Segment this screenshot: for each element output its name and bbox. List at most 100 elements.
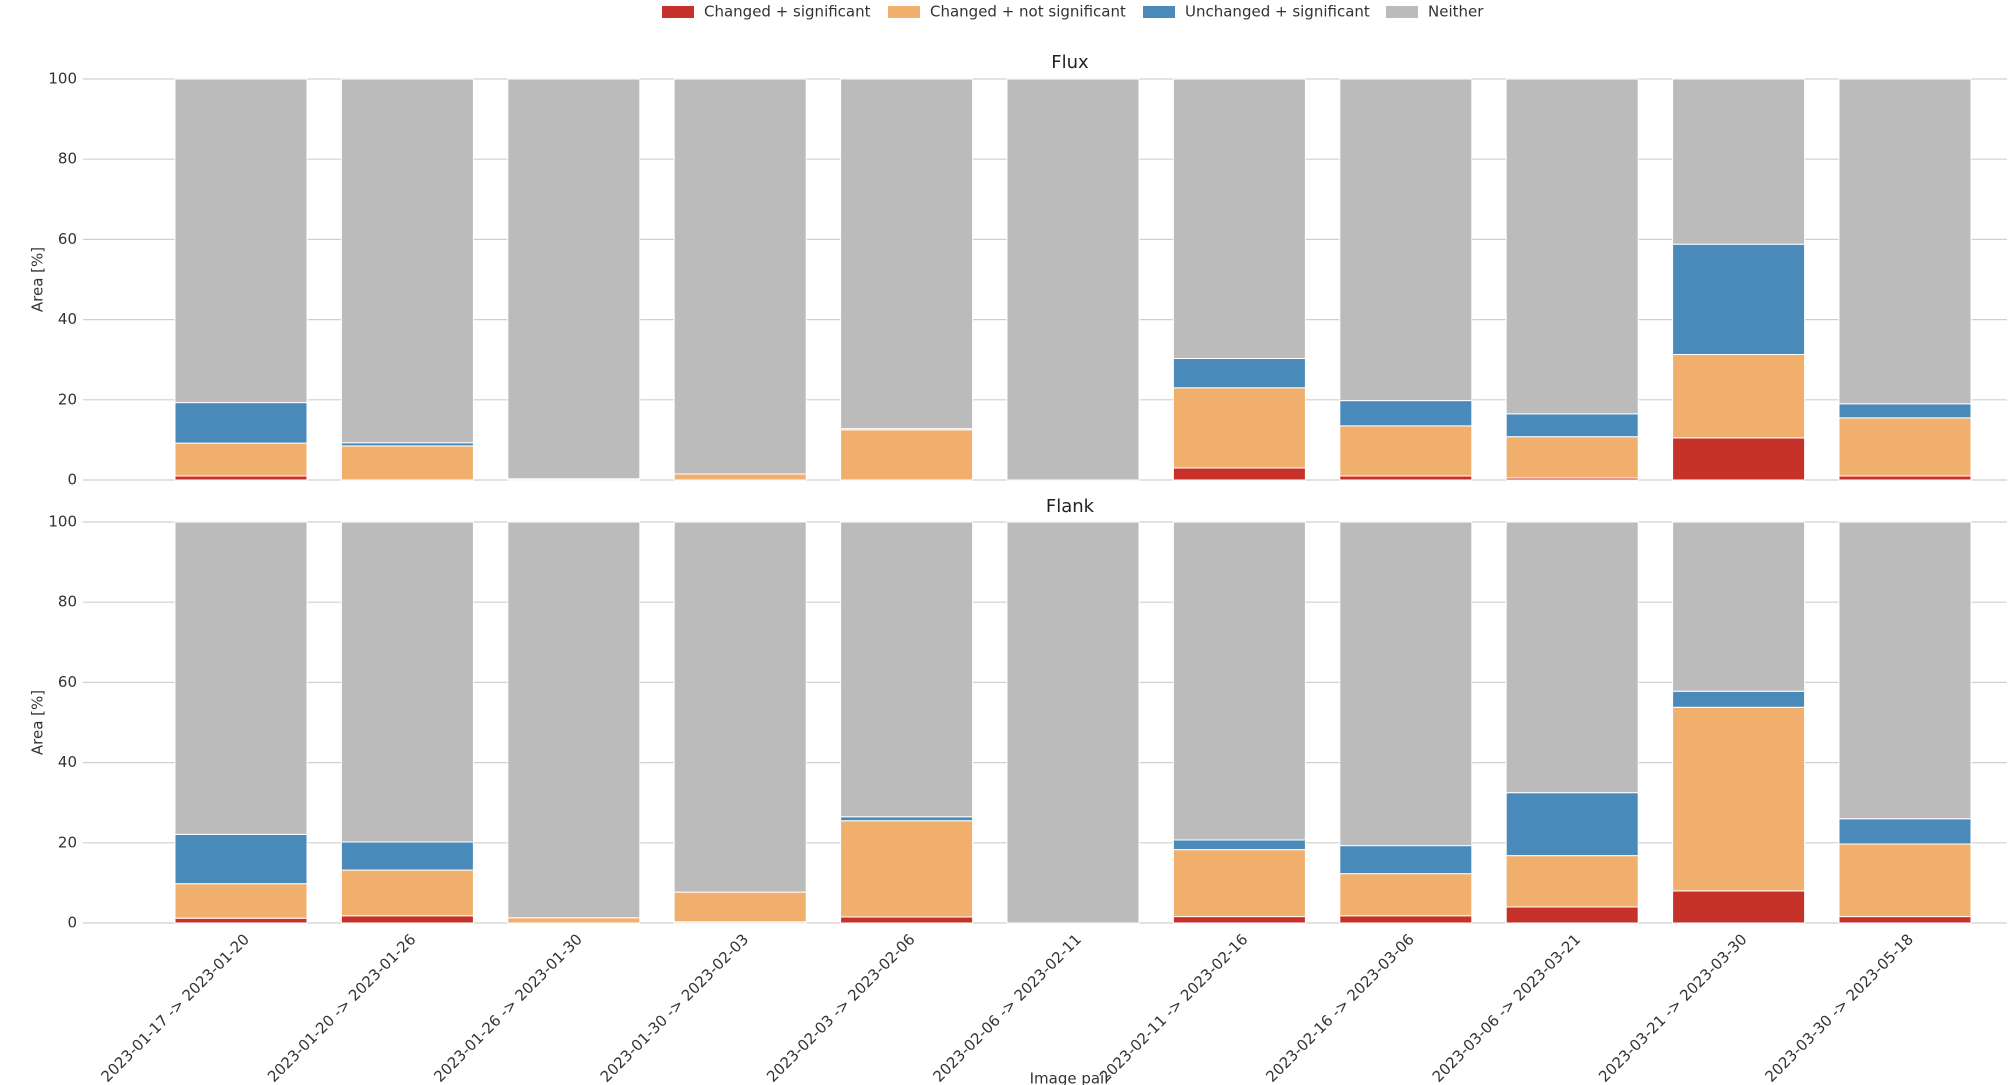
bar-segment [174, 917, 308, 924]
bar-segment [1672, 706, 1806, 892]
bar-segment [1172, 521, 1306, 841]
chart-title: Flux [1051, 52, 1089, 73]
bar-segment [673, 78, 807, 475]
legend-label: Unchanged + significant [1185, 3, 1370, 21]
x-tick-label: 2023-01-26 -> 2023-01-30 [430, 930, 585, 1085]
x-tick-label: 2023-02-06 -> 2023-02-11 [930, 930, 1085, 1085]
bar-segment [174, 402, 308, 444]
bar-segment [174, 833, 308, 885]
bar-segment [1505, 436, 1639, 479]
y-tick-label: 60 [58, 230, 77, 248]
bar-segment [1172, 467, 1306, 481]
legend-swatch [1143, 6, 1175, 18]
bar-segment [1339, 425, 1473, 477]
bar-segment [1838, 843, 1972, 918]
bar-segment [340, 841, 474, 871]
bar-segment [1672, 890, 1806, 924]
bar-segment [1339, 873, 1473, 917]
bar-segment [174, 475, 308, 481]
bar-segment [840, 429, 974, 481]
bar-segment [340, 445, 474, 481]
y-tick-label: 20 [58, 833, 77, 851]
bar-segment [1838, 78, 1972, 405]
x-tick-label: 2023-01-17 -> 2023-01-20 [98, 930, 253, 1085]
bar-segment [1172, 78, 1306, 359]
bar-segment [1505, 413, 1639, 438]
bar-segment [507, 78, 641, 480]
x-tick-label: 2023-01-20 -> 2023-01-26 [264, 930, 419, 1085]
bar-segment [1505, 855, 1639, 908]
legend-label: Changed + significant [704, 3, 871, 21]
y-tick-label: 80 [58, 593, 77, 611]
x-tick-label: 2023-03-06 -> 2023-03-21 [1429, 930, 1584, 1085]
x-tick-label: 2023-01-30 -> 2023-02-03 [597, 930, 752, 1085]
bar-segment [340, 869, 474, 917]
bar-segment [1505, 521, 1639, 794]
legend-swatch [888, 6, 920, 18]
bar-segment [1838, 521, 1972, 820]
bar-segment [840, 816, 974, 822]
bar-segment [1838, 417, 1972, 477]
bar-segment [673, 473, 807, 481]
bar-segment [1838, 818, 1972, 845]
bar-segment [507, 917, 641, 924]
y-tick-label: 40 [58, 310, 77, 328]
bar-segment [1339, 845, 1473, 875]
bar-segment [1838, 403, 1972, 419]
x-tick-label: 2023-02-16 -> 2023-03-06 [1262, 930, 1417, 1085]
y-tick-label: 80 [58, 150, 77, 168]
y-tick-label: 0 [67, 914, 77, 932]
x-tick-label: 2023-02-11 -> 2023-02-16 [1096, 930, 1251, 1085]
chart-title: Flank [1046, 496, 1095, 517]
bar-segment [174, 442, 308, 477]
bar-segment [673, 521, 807, 893]
bar-segment [340, 78, 474, 444]
bar-segment [1339, 78, 1473, 402]
bar-segment [1006, 521, 1140, 924]
y-tick-label: 60 [58, 673, 77, 691]
bar-segment [1172, 839, 1306, 851]
x-axis-label: Image pair [1030, 1070, 1112, 1085]
bar-segment [840, 916, 974, 924]
bar-segment [1172, 849, 1306, 918]
legend-swatch [662, 6, 694, 18]
bar-segment [174, 78, 308, 404]
bar-segment [1672, 243, 1806, 355]
bar-segment [1172, 387, 1306, 469]
bar-segment [673, 891, 807, 923]
legend-label: Neither [1428, 3, 1484, 21]
bar-segment [507, 521, 641, 919]
bar-segment [1672, 521, 1806, 692]
bar-segment [174, 521, 308, 835]
y-tick-label: 0 [67, 471, 77, 489]
x-tick-label: 2023-02-03 -> 2023-02-06 [763, 930, 918, 1085]
bar-segment [840, 78, 974, 430]
bar-segment [1339, 915, 1473, 924]
y-axis-label: Area [%] [29, 690, 47, 755]
x-tick-label: 2023-03-30 -> 2023-05-18 [1762, 930, 1917, 1085]
bar-segment [1672, 353, 1806, 439]
y-tick-label: 40 [58, 753, 77, 771]
bar-segment [1339, 475, 1473, 481]
bar-segment [1505, 906, 1639, 924]
x-tick-label: 2023-03-21 -> 2023-03-30 [1595, 930, 1750, 1085]
bar-segment [1505, 792, 1639, 857]
legend-swatch [1386, 6, 1418, 18]
bar-segment [1339, 400, 1473, 427]
bar-segment [1505, 78, 1639, 415]
bar-segment [840, 521, 974, 818]
bar-segment [1838, 916, 1972, 924]
bar-segment [1838, 475, 1972, 481]
bar-segment [840, 820, 974, 918]
y-axis-label: Area [%] [29, 247, 47, 312]
y-tick-label: 100 [48, 513, 77, 531]
bar-segment [1006, 78, 1140, 481]
bar-segment [1672, 78, 1806, 245]
bar-segment [340, 521, 474, 843]
y-tick-label: 100 [48, 70, 77, 88]
bar-segment [1172, 357, 1306, 389]
bar-segment [1672, 690, 1806, 708]
bar-segment [1672, 437, 1806, 481]
